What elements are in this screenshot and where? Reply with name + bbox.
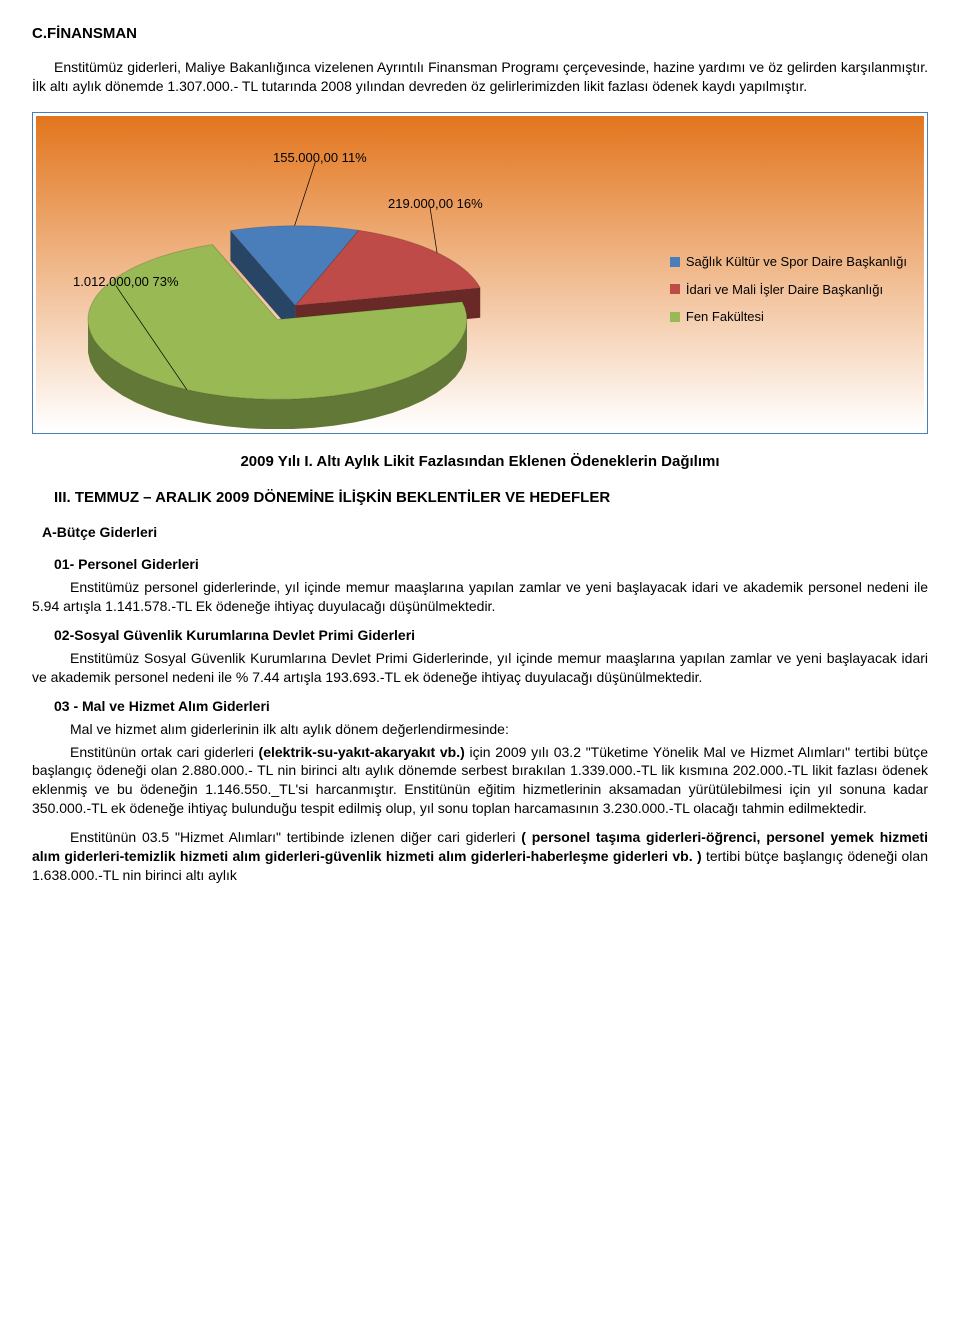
item03-p2: Enstitünün 03.5 "Hizmet Alımları" tertib… — [32, 828, 928, 885]
item03-p1-b: (elektrik-su-yakıt-akaryakıt vb.) — [259, 744, 465, 760]
intro-paragraph: Enstitümüz giderleri, Maliye Bakanlığınc… — [32, 58, 928, 96]
legend-item-0: Sağlık Kültür ve Spor Daire Başkanlığı — [670, 253, 907, 271]
pie-label-2: 1.012.000,00 73% — [73, 273, 179, 291]
section-title: C.FİNANSMAN — [32, 24, 928, 44]
pie-chart-container: 155.000,00 11% 219.000,00 16% 1.012.000,… — [32, 112, 928, 434]
legend-text-2: Fen Fakültesi — [686, 308, 764, 326]
legend-text-1: İdari ve Mali İşler Daire Başkanlığı — [686, 281, 883, 299]
legend-text-0: Sağlık Kültür ve Spor Daire Başkanlığı — [686, 253, 907, 271]
item02-title: 02-Sosyal Güvenlik Kurumlarına Devlet Pr… — [54, 626, 928, 645]
item03-line1: Mal ve hizmet alım giderlerinin ilk altı… — [70, 720, 928, 739]
legend-swatch-2 — [670, 312, 680, 322]
item03-p2-a: Enstitünün 03.5 "Hizmet Alımları" tertib… — [70, 829, 521, 845]
item03-p1-a: Enstitünün ortak cari giderleri — [70, 744, 259, 760]
pie-label-1: 219.000,00 16% — [388, 195, 483, 213]
item02-body: Enstitümüz Sosyal Güvenlik Kurumlarına D… — [32, 649, 928, 687]
chart-caption: 2009 Yılı I. Altı Aylık Likit Fazlasında… — [32, 452, 928, 472]
pie-label-0: 155.000,00 11% — [273, 149, 367, 167]
chart-legend: Sağlık Kültür ve Spor Daire Başkanlığı İ… — [670, 253, 907, 336]
item01-body: Enstitümüz personel giderlerinde, yıl iç… — [32, 578, 928, 616]
legend-item-1: İdari ve Mali İşler Daire Başkanlığı — [670, 281, 907, 299]
legend-swatch-1 — [670, 284, 680, 294]
legend-item-2: Fen Fakültesi — [670, 308, 907, 326]
item01-body-text: Enstitümüz personel giderlerinde, yıl iç… — [32, 579, 928, 614]
item01-title: 01- Personel Giderleri — [54, 555, 928, 574]
legend-swatch-0 — [670, 257, 680, 267]
item03-p1: Enstitünün ortak cari giderleri (elektri… — [32, 743, 928, 819]
item03-title: 03 - Mal ve Hizmet Alım Giderleri — [54, 697, 928, 716]
sub-a: A-Bütçe Giderleri — [42, 523, 928, 542]
item02-body-text: Enstitümüz Sosyal Güvenlik Kurumlarına D… — [32, 650, 928, 685]
section-iii-heading: III. TEMMUZ – ARALIK 2009 DÖNEMİNE İLİŞK… — [54, 488, 928, 508]
